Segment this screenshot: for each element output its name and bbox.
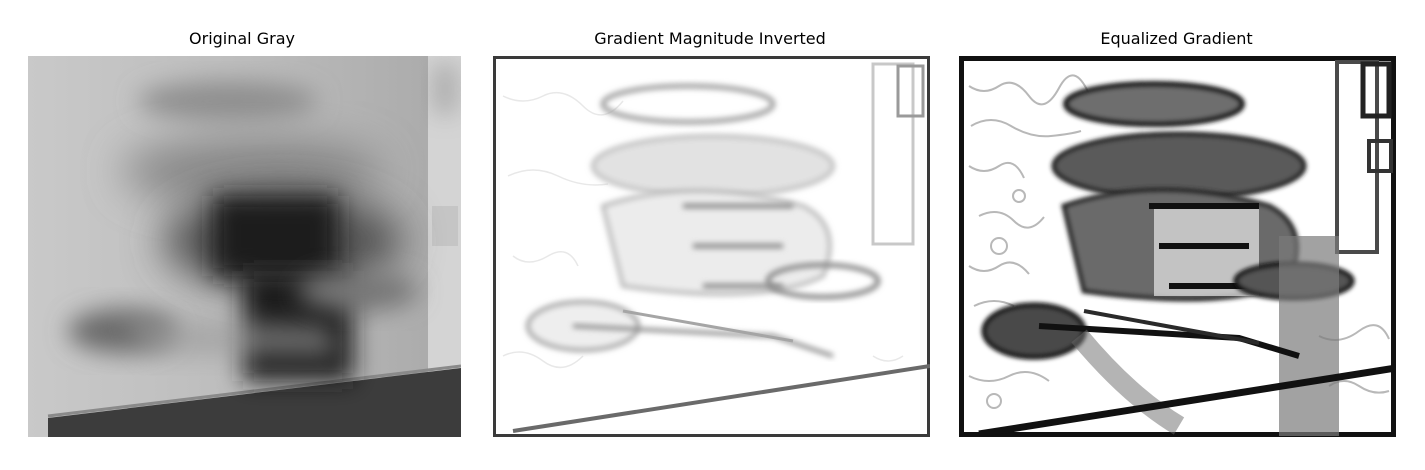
panel-title: Equalized Gradient [1100, 29, 1253, 48]
gradient-magnitude-inverted-image [493, 56, 930, 437]
panel-title: Original Gray [189, 29, 295, 48]
original-gray-image [28, 56, 461, 437]
equalized-gradient-image [959, 56, 1396, 437]
panel-title: Gradient Magnitude Inverted [594, 29, 826, 48]
